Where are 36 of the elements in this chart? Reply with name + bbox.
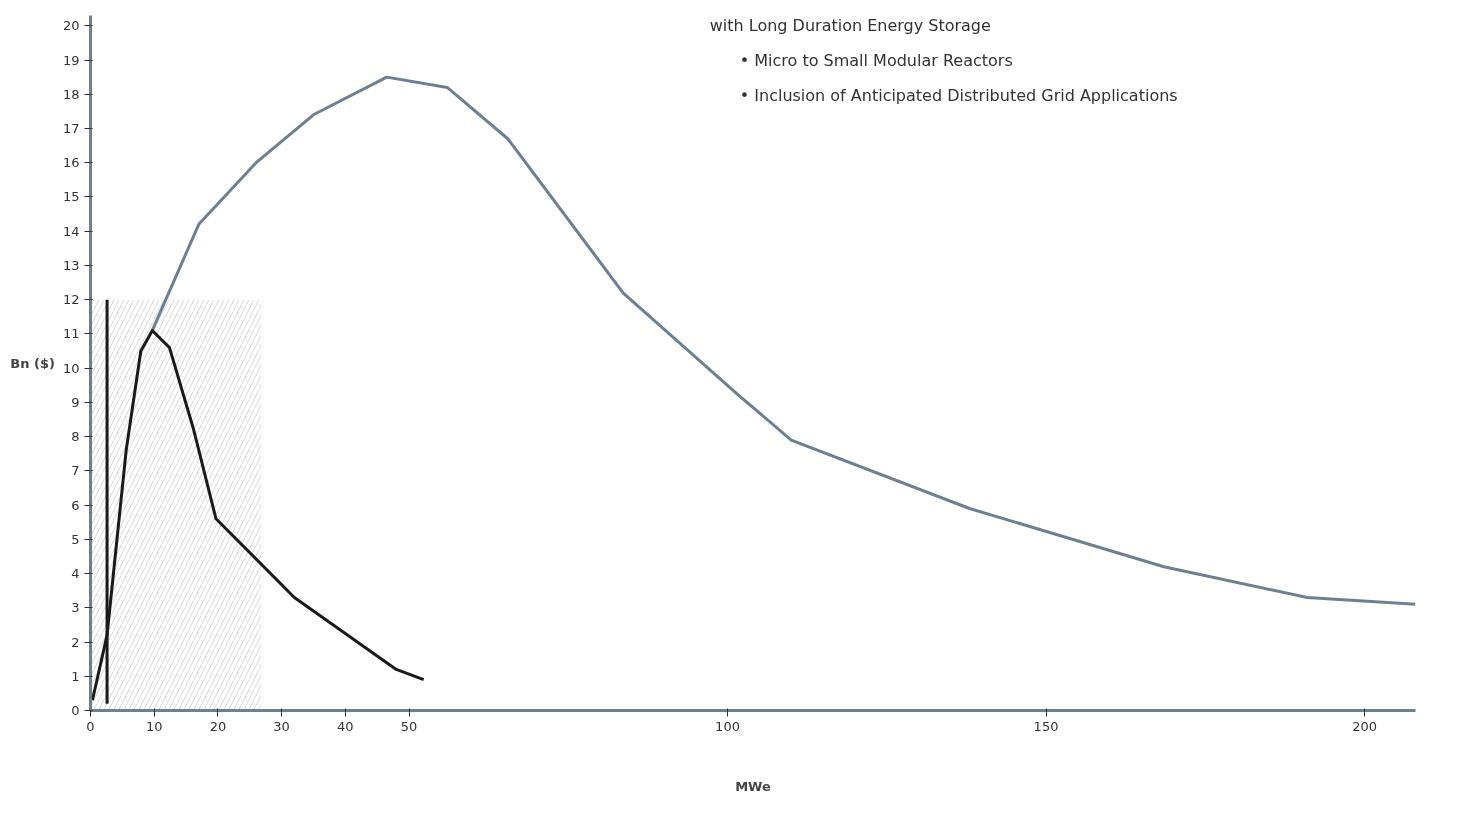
y-tick-label: 8 [71,429,80,445]
y-tick-label: 10 [62,360,80,376]
y-tick-label: 20 [62,18,80,34]
x-tick-label: 50 [400,718,418,734]
y-tick-label: 4 [71,566,80,582]
line-series [150,75,1416,606]
y-tick-label: 5 [71,531,80,547]
y-tick-label: 9 [71,394,80,410]
y-tick-label: 17 [62,120,80,136]
annotation: with Long Duration Energy Storage [709,15,991,35]
x-axis-title: MWe [735,778,771,794]
y-tick-label: 13 [62,257,80,273]
x-tick-label: 40 [337,718,354,734]
y-tick-label: 19 [62,52,80,68]
x-tick-label: 100 [715,718,740,734]
y-tick-label: 18 [62,86,80,102]
y-tick-label: 2 [71,634,80,650]
annotation: • Inclusion of Anticipated Distributed Grid Applications [739,85,1178,105]
y-tick-label: 3 [71,600,80,616]
x-tick-label: 0 [86,718,95,734]
x-tick-label: 10 [145,718,163,734]
y-axis-title: Bn ($) [10,355,55,371]
x-tick-label: 200 [1352,718,1377,734]
x-tick-label: 20 [209,718,227,734]
annotation: • Micro to Small Modular Reactors [739,50,1013,70]
y-tick-label: 16 [62,155,80,171]
y-tick-label: 1 [71,668,80,684]
y-tick-label: 6 [71,497,80,513]
y-tick-label: 11 [62,326,80,342]
y-tick-label: 0 [71,703,80,718]
y-tick-label: 7 [71,463,80,479]
x-tick-label: 150 [1033,718,1059,734]
y-tick-label: 12 [62,292,80,308]
y-tick-label: 14 [62,223,80,239]
y-tick-label: 15 [62,189,80,205]
x-tick-label: 30 [273,718,290,734]
